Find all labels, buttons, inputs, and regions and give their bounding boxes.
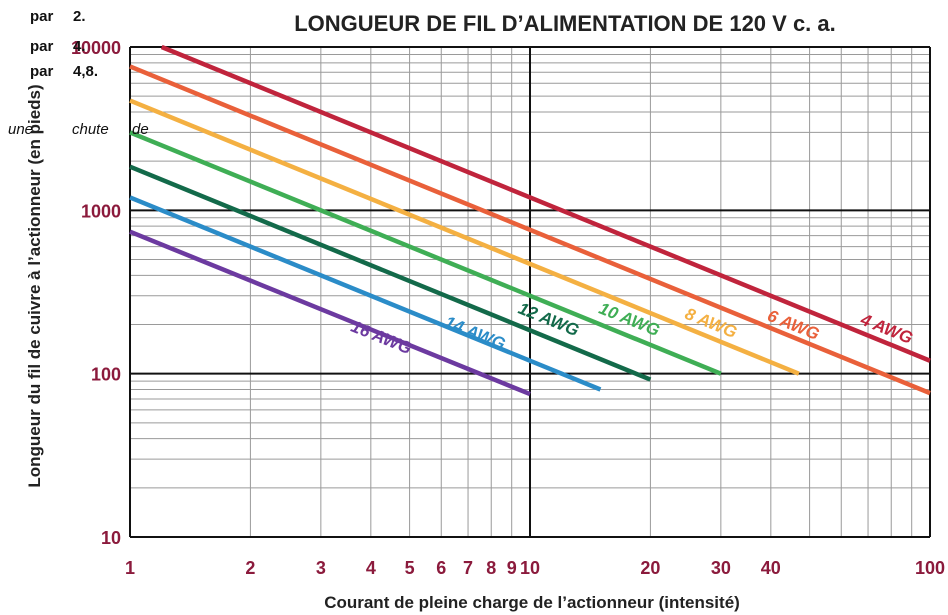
x-tick-label: 5	[405, 558, 415, 578]
series-line-4-awg	[160, 44, 931, 363]
series-line-14-awg	[129, 195, 602, 392]
y-tick-labels: 10 100 1000 10000	[71, 38, 121, 548]
series-label-16-awg: 16 AWG	[348, 317, 414, 358]
overlay-word-chute: chute	[72, 121, 109, 138]
y-axis-label: Longueur du fil de cuivre à l’actionneur…	[25, 84, 44, 487]
x-tick-labels: 1 2 3 4 5 6 7 8 9 10 20 30 40 100	[125, 558, 945, 578]
overlay-value-1: 2.	[73, 8, 86, 25]
x-tick-label: 1	[125, 558, 135, 578]
x-tick-label: 7	[463, 558, 473, 578]
y-tick-label: 10	[101, 528, 121, 548]
series-line-12-awg	[129, 164, 652, 382]
x-tick-label: 10	[520, 558, 540, 578]
x-tick-label: 9	[507, 558, 517, 578]
x-tick-label: 8	[486, 558, 496, 578]
overlay-word-une: une	[8, 121, 34, 138]
overlay-word-de: de	[132, 121, 149, 138]
series-line-8-awg	[129, 98, 800, 376]
y-tick-label: 1000	[81, 201, 121, 221]
y-tick-label: 100	[91, 365, 121, 385]
overlay-par-3: par	[30, 63, 54, 80]
overlay-value-3: 4,8.	[73, 63, 99, 80]
x-tick-label: 30	[711, 558, 731, 578]
x-tick-label: 3	[316, 558, 326, 578]
series-line-10-awg	[129, 130, 722, 376]
x-tick-label: 20	[640, 558, 660, 578]
series-lines	[129, 44, 931, 397]
overlay-value-2: 4.	[73, 38, 86, 55]
x-axis-label: Courant de pleine charge de l’actionneur…	[324, 593, 740, 612]
chart-title: LONGUEUR DE FIL D’ALIMENTATION DE 120 V …	[294, 11, 836, 36]
overlay-par-2: par	[30, 38, 54, 55]
series-line-16-awg	[129, 229, 531, 397]
overlay-par-1: par	[30, 8, 54, 25]
y-tick-label: 10000	[71, 38, 121, 58]
x-tick-label: 100	[915, 558, 945, 578]
x-tick-label: 40	[761, 558, 781, 578]
x-tick-label: 4	[366, 558, 376, 578]
series-line-6-awg	[129, 64, 931, 396]
x-tick-label: 6	[436, 558, 446, 578]
x-tick-label: 2	[245, 558, 255, 578]
